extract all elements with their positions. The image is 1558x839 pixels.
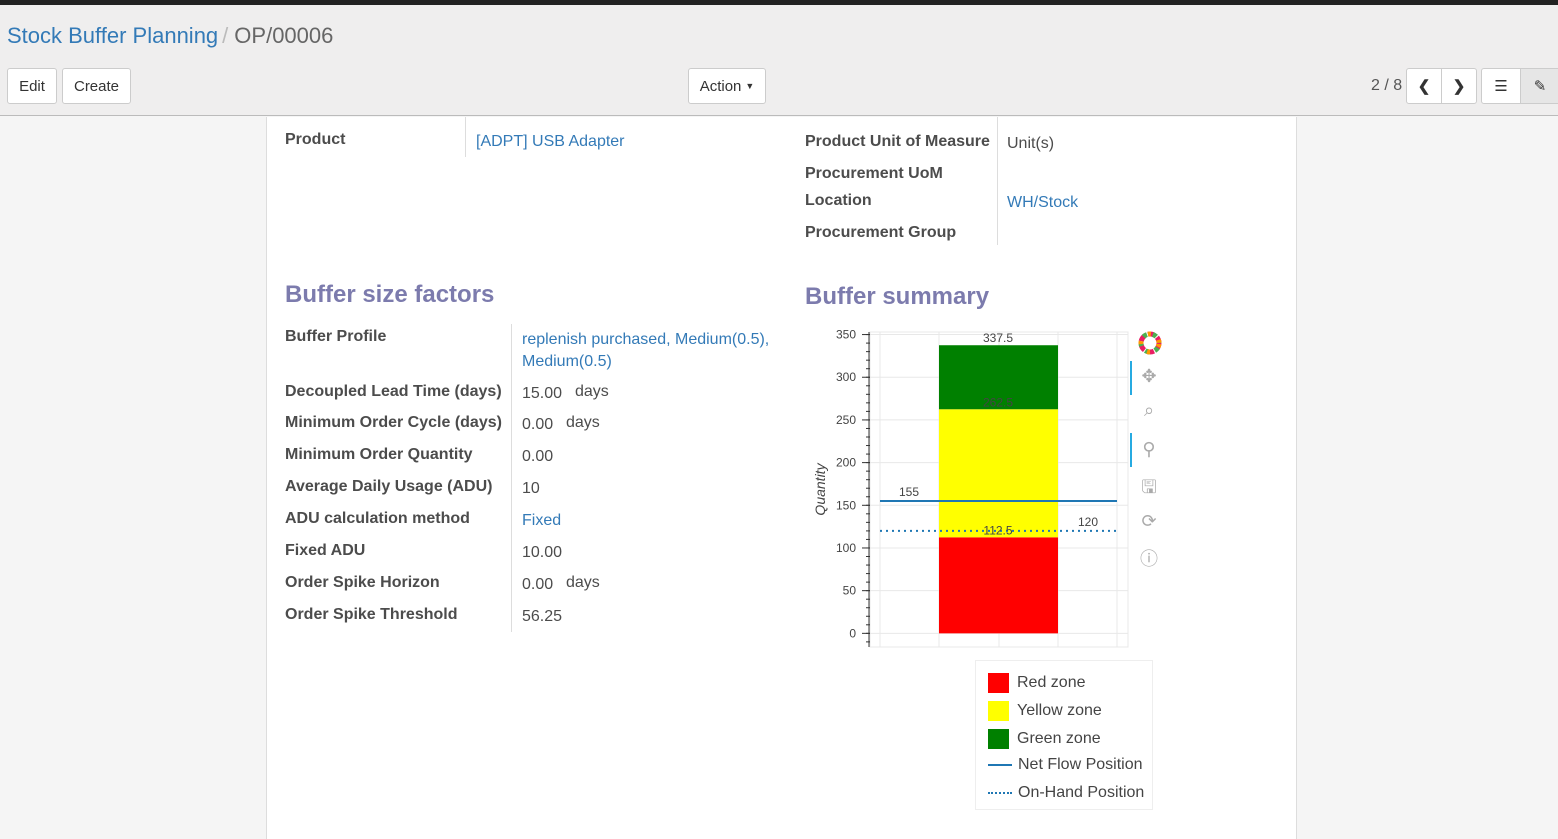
procurement-group-label: Procurement Group bbox=[805, 224, 957, 241]
factor-unit: days bbox=[566, 414, 600, 431]
control-panel: Stock Buffer Planning / OP/00006 Edit Crea… bbox=[0, 5, 1558, 116]
wheel-zoom-icon[interactable]: ⚲ bbox=[1142, 439, 1156, 459]
y-tick-label: 150 bbox=[836, 498, 856, 512]
bokeh-logo-icon bbox=[1138, 331, 1162, 355]
pager-value: 2 / 8 bbox=[1371, 77, 1403, 94]
factor-label: Order Spike Threshold bbox=[285, 606, 458, 623]
uom-label: Product Unit of Measure bbox=[805, 133, 990, 150]
form-view-button[interactable]: ✎ bbox=[1520, 68, 1558, 104]
breadcrumb: Stock Buffer Planning / OP/00006 bbox=[7, 23, 334, 48]
factor-value[interactable]: replenish purchased, Medium(0.5), bbox=[522, 331, 770, 348]
factor-unit: days bbox=[575, 383, 609, 400]
buffer-chart: 0 50 100 150 200 250 300 350 Quantity 155 120 112.5… bbox=[812, 328, 1129, 648]
edit-icon: ✎ bbox=[1533, 78, 1547, 95]
factor-unit: days bbox=[566, 574, 600, 591]
legend-on-hand: On-Hand Position bbox=[988, 784, 1144, 802]
factor-value: 0.00 bbox=[522, 448, 554, 465]
factor-label: Minimum Order Cycle (days) bbox=[285, 414, 502, 431]
factor-label: Decoupled Lead Time (days) bbox=[285, 383, 502, 400]
legend-red-zone: Red zone bbox=[988, 673, 1086, 693]
legend-net-flow: Net Flow Position bbox=[988, 756, 1143, 774]
next-record-button[interactable]: ❯ bbox=[1441, 68, 1477, 104]
buffer-size-factors-title: Buffer size factors bbox=[285, 281, 495, 308]
legend-yellow-zone: Yellow zone bbox=[988, 701, 1102, 721]
uom-value: Unit(s) bbox=[1007, 135, 1055, 152]
factor-label: Buffer Profile bbox=[285, 328, 387, 345]
pan-icon[interactable]: ✥ bbox=[1141, 366, 1157, 386]
y-tick-label: 350 bbox=[836, 328, 856, 342]
factor-label: Minimum Order Quantity bbox=[285, 446, 473, 463]
chart-legend: Red zone Yellow zone Green zone Net Flow… bbox=[975, 660, 1153, 810]
y-tick-label: 250 bbox=[836, 413, 856, 427]
swatch bbox=[988, 764, 1012, 766]
bar-label: 112.5 bbox=[983, 523, 1012, 537]
breadcrumb-current: OP/00006 bbox=[234, 23, 334, 48]
list-icon: ☰ bbox=[1494, 78, 1508, 95]
caret-down-icon: ▼ bbox=[745, 81, 755, 91]
save-icon[interactable]: 🖫 bbox=[1141, 477, 1157, 497]
factor-value: 0.00 bbox=[522, 576, 554, 593]
y-axis-label: Quantity bbox=[812, 462, 828, 515]
factor-value: 56.25 bbox=[522, 608, 563, 625]
factor-value[interactable]: Fixed bbox=[522, 512, 562, 529]
chevron-left-icon: ❮ bbox=[1417, 78, 1431, 95]
product-link[interactable]: [ADPT] USB Adapter bbox=[476, 133, 625, 150]
y-tick-label: 300 bbox=[836, 370, 856, 384]
bar-label: 337.5 bbox=[983, 331, 1013, 345]
action-label: Action bbox=[699, 77, 742, 95]
swatch bbox=[988, 673, 1009, 693]
location-link[interactable]: WH/Stock bbox=[1007, 194, 1079, 211]
top-bar bbox=[0, 0, 1558, 5]
previous-record-button[interactable]: ❮ bbox=[1406, 68, 1442, 104]
action-dropdown[interactable]: Action ▼ bbox=[688, 68, 766, 104]
swatch bbox=[988, 729, 1009, 749]
box-zoom-icon[interactable]: ⌕ bbox=[1143, 400, 1155, 420]
bar-segment-red-zone bbox=[939, 537, 1058, 634]
line-label: 120 bbox=[1078, 515, 1098, 529]
y-tick-label: 100 bbox=[836, 541, 856, 555]
factor-value: 10.00 bbox=[522, 544, 563, 561]
factor-label: Order Spike Horizon bbox=[285, 574, 440, 591]
factor-value: 10 bbox=[522, 480, 540, 497]
factor-value-cont[interactable]: Medium(0.5) bbox=[522, 353, 612, 370]
buffer-summary-title: Buffer summary bbox=[805, 283, 990, 310]
chevron-right-icon: ❯ bbox=[1452, 78, 1466, 95]
factor-value: 15.00 bbox=[522, 385, 563, 402]
y-tick-label: 50 bbox=[843, 584, 857, 598]
legend-green-zone: Green zone bbox=[988, 729, 1101, 749]
line-label: 155 bbox=[899, 485, 919, 499]
factor-label: ADU calculation method bbox=[285, 510, 470, 527]
y-tick-label: 0 bbox=[849, 626, 856, 640]
factor-label: Fixed ADU bbox=[285, 542, 366, 559]
bar-segment-green-zone bbox=[939, 345, 1058, 410]
help-icon[interactable]: ⓘ bbox=[1140, 549, 1158, 569]
reset-icon[interactable]: ⟳ bbox=[1141, 511, 1157, 531]
swatch bbox=[988, 701, 1009, 721]
create-button[interactable]: Create bbox=[62, 68, 131, 104]
list-view-button[interactable]: ☰ bbox=[1481, 68, 1521, 104]
edit-button[interactable]: Edit bbox=[7, 68, 57, 104]
breadcrumb-parent[interactable]: Stock Buffer Planning bbox=[7, 23, 219, 48]
swatch bbox=[988, 792, 1012, 794]
product-label: Product bbox=[285, 131, 346, 148]
bar-label: 262.5 bbox=[983, 395, 1013, 409]
y-tick-label: 200 bbox=[836, 456, 856, 470]
factor-value: 0.00 bbox=[522, 416, 554, 433]
bar-segment-yellow-zone bbox=[939, 409, 1058, 538]
factor-label: Average Daily Usage (ADU) bbox=[285, 478, 493, 495]
location-label: Location bbox=[805, 192, 872, 209]
procurement-uom-label: Procurement UoM bbox=[805, 165, 943, 182]
